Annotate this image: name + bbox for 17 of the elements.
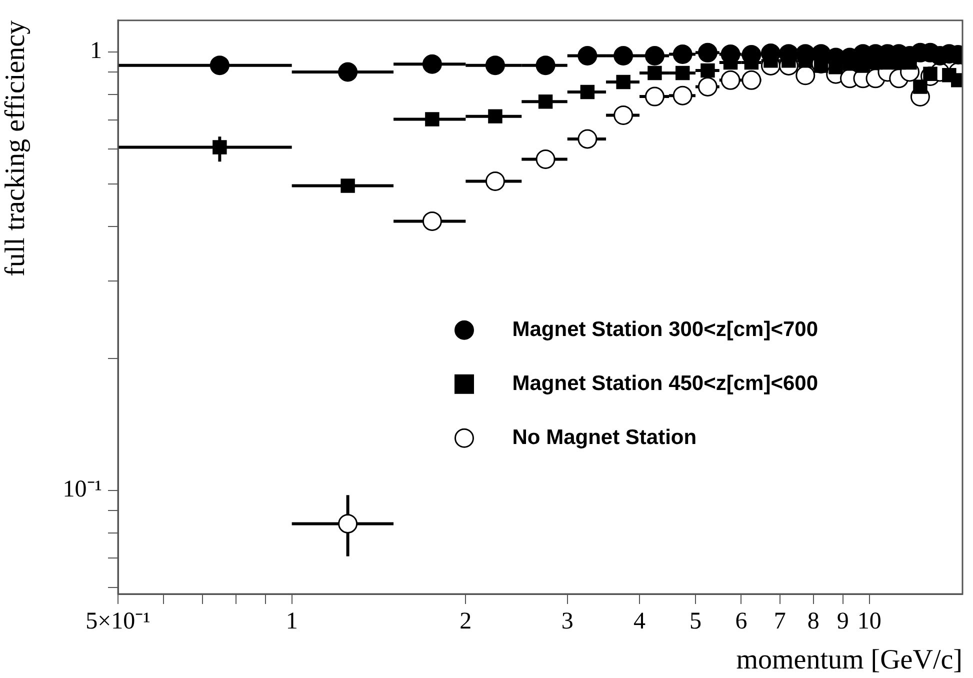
x-tick-label: 6 [735,608,748,635]
x-tick-label: 9 [836,608,849,635]
x-tick-label: 5×10⁻¹ [86,608,150,635]
x-tick-label: 8 [807,608,820,635]
x-tick-label: 4 [634,608,646,635]
legend-label: Magnet Station 300<z[cm]<700 [512,318,818,341]
x-axis-title: momentum [GeV/c] [736,644,962,676]
y-axis-title: full tracking efficiency [0,20,32,276]
legend-label: Magnet Station 450<z[cm]<600 [512,372,818,395]
x-tick-label: 1 [286,608,298,635]
legend-label: No Magnet Station [512,426,697,449]
x-tick-label: 5 [689,608,702,635]
x-tick-label: 2 [460,608,472,635]
x-tick-label: 10 [857,608,882,635]
x-tick-label: 7 [774,608,786,635]
x-tick-label: 3 [561,608,574,635]
y-tick-label: 10⁻¹ [62,476,102,503]
